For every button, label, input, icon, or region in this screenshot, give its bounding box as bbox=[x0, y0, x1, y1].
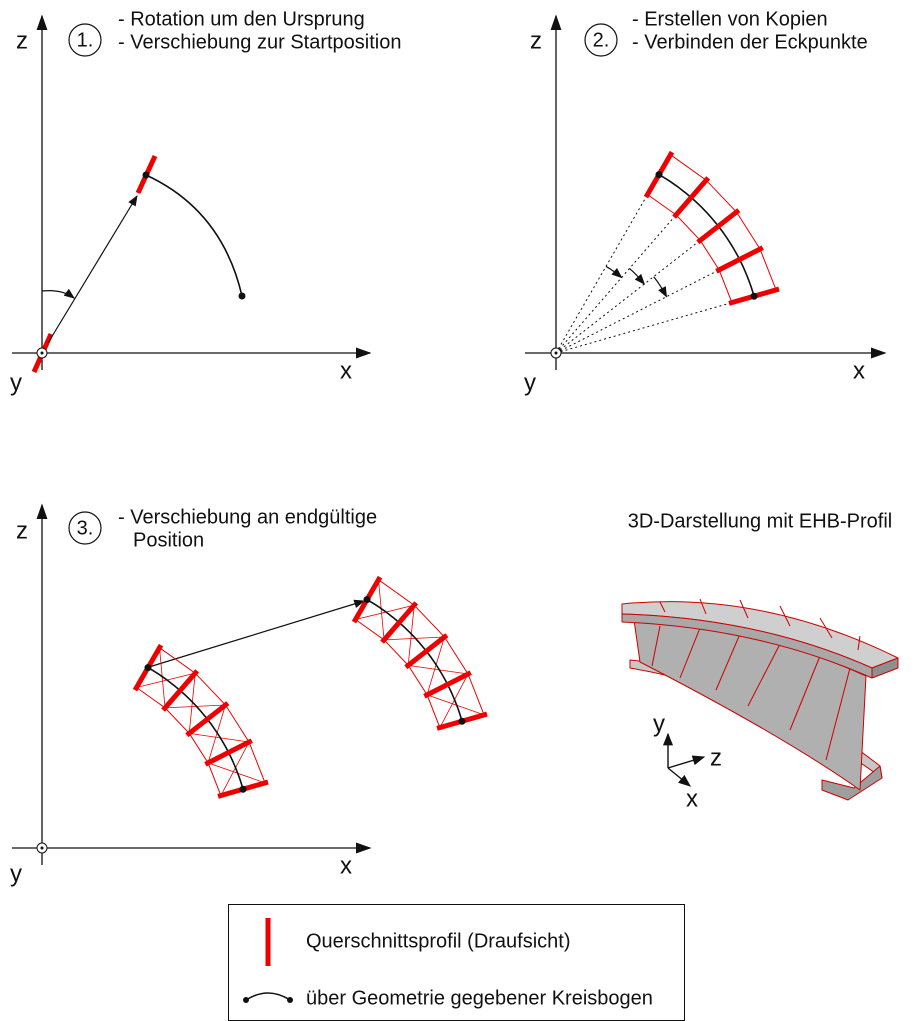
axis-label: z bbox=[16, 27, 28, 54]
axis-label: z bbox=[710, 744, 722, 771]
panel-3: z y x 3. - Verschiebung an endgültige Po… bbox=[10, 505, 487, 887]
profile bbox=[205, 741, 251, 765]
point bbox=[145, 664, 152, 671]
axis-label: x bbox=[340, 852, 352, 879]
step-text: - Verbinden der Eckpunkte bbox=[632, 31, 868, 53]
step-text: - Verschiebung an endgültige bbox=[118, 506, 377, 528]
angle-arrow bbox=[630, 269, 645, 285]
profile bbox=[406, 635, 447, 667]
panel-3d: 3D-Darstellung mit EHB-Profil y z x bbox=[622, 510, 898, 812]
point bbox=[459, 718, 466, 725]
arrow bbox=[48, 196, 137, 343]
origin bbox=[555, 352, 558, 355]
axis-label: y bbox=[653, 710, 665, 737]
step-number: 3. bbox=[77, 517, 94, 539]
profile bbox=[698, 210, 739, 242]
profile bbox=[674, 178, 708, 217]
step-number: 1. bbox=[77, 29, 94, 51]
arrow bbox=[149, 601, 364, 667]
step-number: 2. bbox=[593, 29, 610, 51]
legend: Querschnittsprofil (Draufsicht) über Geo… bbox=[229, 905, 685, 1021]
axis-label: y bbox=[524, 369, 536, 396]
profile bbox=[187, 703, 228, 735]
axis-label: x bbox=[853, 357, 865, 384]
origin bbox=[41, 352, 44, 355]
axis-label: y bbox=[10, 860, 22, 887]
point bbox=[751, 293, 758, 300]
point bbox=[243, 997, 249, 1003]
axis-label: x bbox=[340, 357, 352, 384]
triad-axis bbox=[668, 757, 704, 768]
profile bbox=[424, 673, 470, 697]
arc bbox=[146, 175, 242, 296]
legend-text: Querschnittsprofil (Draufsicht) bbox=[306, 930, 571, 952]
axis-label: y bbox=[10, 369, 22, 396]
point bbox=[287, 997, 293, 1003]
legend-text: über Geometrie gegebener Kreisbogen bbox=[306, 987, 653, 1009]
origin bbox=[41, 847, 44, 850]
axis-label: z bbox=[530, 27, 542, 54]
panel-2: z y x 2. - Erstellen von Kopien - Verbin… bbox=[524, 8, 885, 396]
profile bbox=[716, 248, 762, 272]
step-text: - Verschiebung zur Startposition bbox=[118, 31, 402, 53]
point bbox=[143, 172, 150, 179]
angle-arrow bbox=[42, 291, 74, 298]
point bbox=[364, 596, 371, 603]
panel-title: 3D-Darstellung mit EHB-Profil bbox=[628, 510, 893, 532]
angle-arrow bbox=[606, 266, 622, 277]
point bbox=[656, 171, 663, 178]
step-text: - Rotation um den Ursprung bbox=[118, 8, 365, 30]
point bbox=[239, 293, 246, 300]
figure: z y x 1. - Rotation um den Ursprung - Ve… bbox=[0, 0, 918, 1021]
axis-label: x bbox=[686, 785, 698, 812]
angle-arrow bbox=[654, 277, 667, 297]
step-text: - Erstellen von Kopien bbox=[632, 8, 828, 30]
panel-1: z y x 1. - Rotation um den Ursprung - Ve… bbox=[10, 8, 402, 396]
triad-axis bbox=[668, 768, 690, 786]
step-text: Position bbox=[133, 529, 204, 551]
axis-label: z bbox=[16, 517, 28, 544]
point bbox=[240, 786, 247, 793]
